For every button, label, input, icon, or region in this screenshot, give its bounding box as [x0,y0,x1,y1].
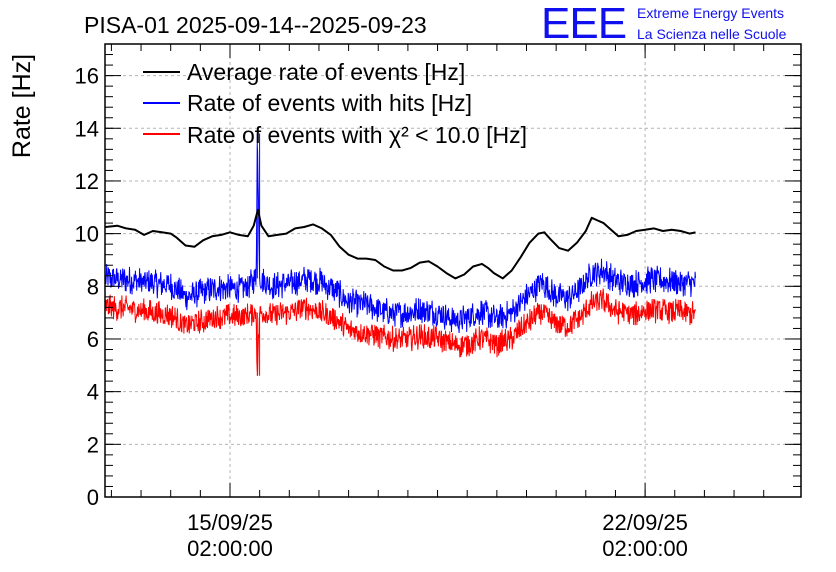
legend-label-average: Average rate of events [Hz] [187,59,465,85]
plot-border [104,43,802,498]
x-tick-date-1: 22/09/25 [602,510,688,535]
series-line-1 [105,133,696,334]
legend: Average rate of events [Hz] Rate of even… [143,59,527,148]
series-line-0 [105,208,696,280]
y-tick-label-16: 16 [75,64,99,89]
plot-frame [104,43,802,498]
y-tick-label-14: 14 [75,116,99,141]
logo-line-1: Extreme Energy Events [637,5,784,21]
x-tick-time-1: 02:00:00 [602,536,688,561]
y-tick-label-2: 2 [87,432,99,457]
y-axis-label: Rate [Hz] [8,54,36,158]
legend-label-hits: Rate of events with hits [Hz] [187,90,472,116]
y-tick-label-8: 8 [87,274,99,299]
legend-label-chi2: Rate of events with χ² < 10.0 [Hz] [187,122,527,148]
logo-line-2: La Scienza nelle Scuole [637,26,787,42]
y-tick-label-10: 10 [75,222,99,247]
x-tick-time-0: 02:00:00 [187,536,273,561]
y-tick-label-0: 0 [87,485,99,510]
y-tick-label-12: 12 [75,169,99,194]
chart-title: PISA-01 2025-09-14--2025-09-23 [84,12,427,38]
y-tick-label-4: 4 [87,380,99,405]
series-layer [105,133,696,376]
series-line-2 [105,288,696,376]
axes: 024681012141615/09/2502:00:0022/09/2502:… [75,44,801,561]
x-tick-date-0: 15/09/25 [187,510,273,535]
eee-logo: EEE [541,0,626,48]
y-tick-label-6: 6 [87,327,99,352]
